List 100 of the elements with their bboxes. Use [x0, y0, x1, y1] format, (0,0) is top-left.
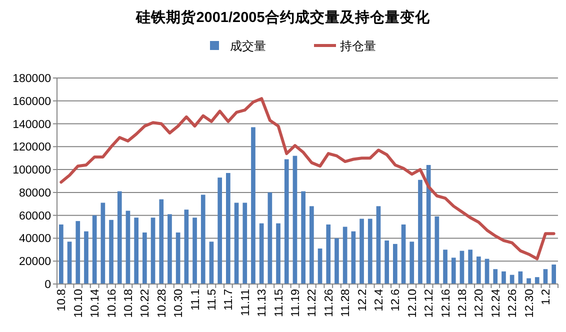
- x-tick-label: 11.15: [273, 289, 286, 317]
- bar: [443, 250, 448, 284]
- bar: [418, 180, 422, 284]
- bar: [159, 199, 164, 284]
- bar: [176, 232, 180, 284]
- bar: [168, 214, 172, 284]
- x-tick-label: 12.20: [474, 289, 486, 318]
- bar: [200, 194, 206, 284]
- bar: [184, 210, 189, 284]
- bar: [218, 178, 222, 284]
- chart-title: 硅铁期货2001/2005合约成交量及持仓量变化: [135, 8, 431, 26]
- bar: [134, 218, 138, 284]
- x-tick-label: 12.4: [373, 288, 386, 312]
- x-tick-label: 11.5: [206, 289, 218, 311]
- x-tick-label: 12.10: [406, 289, 419, 318]
- bar: [360, 218, 364, 284]
- bar: [59, 224, 64, 284]
- y-tick-label: 20000: [19, 256, 51, 268]
- x-tick-label: 12.2: [356, 289, 369, 312]
- bar: [109, 220, 114, 284]
- bar: [142, 232, 147, 284]
- x-tick-label: 1.2: [540, 289, 552, 305]
- bar: [234, 202, 239, 284]
- bar: [543, 269, 548, 284]
- x-tick-label: 11.1: [190, 289, 202, 311]
- bar: [376, 206, 381, 284]
- y-tick-label: 0: [44, 279, 51, 291]
- y-tick-label: 80000: [19, 187, 51, 200]
- x-tick-label: 10.30: [173, 289, 186, 318]
- bar: [259, 223, 264, 284]
- x-tick-label: 12.26: [507, 289, 520, 318]
- y-tick-label: 60000: [19, 210, 51, 222]
- y-tick-label: 40000: [19, 233, 51, 246]
- x-tick-label: 12.16: [440, 289, 452, 318]
- bar: [552, 264, 556, 284]
- bar: [251, 127, 256, 284]
- y-tick-label: 140000: [12, 118, 51, 131]
- bar: [401, 224, 406, 284]
- bar: [209, 242, 214, 284]
- bar: [468, 250, 472, 284]
- bar: [84, 231, 88, 284]
- legend-label: 持仓量: [340, 39, 376, 53]
- bar: [476, 256, 481, 284]
- legend-label: 成交量: [230, 39, 266, 53]
- bar: [192, 218, 197, 284]
- x-tick-label: 11.11: [240, 289, 252, 316]
- y-tick-label: 180000: [12, 73, 51, 85]
- bar: [100, 202, 106, 284]
- bar: [92, 215, 97, 284]
- bar: [384, 240, 389, 284]
- bar: [284, 159, 289, 284]
- bar: [242, 202, 248, 284]
- line-series: [60, 97, 556, 260]
- x-tick-label: 12.6: [390, 289, 402, 312]
- x-tick-label: 12.18: [456, 289, 469, 318]
- bar: [484, 258, 490, 284]
- x-tick-label: 10.28: [156, 289, 168, 318]
- bar: [67, 242, 72, 284]
- x-tick-label: 10.22: [140, 289, 152, 318]
- x-tick-label: 11.28: [340, 289, 352, 317]
- bar: [268, 192, 272, 284]
- x-tick-label: 11.13: [256, 289, 269, 317]
- bar: [334, 238, 339, 284]
- bar: [368, 218, 372, 284]
- bar: [434, 216, 440, 284]
- x-tick-label: 10.8: [56, 289, 68, 312]
- bar: [502, 271, 506, 284]
- bar: [76, 221, 80, 284]
- bar: [226, 172, 230, 284]
- y-tick-label: 160000: [12, 96, 51, 108]
- bar: [326, 224, 331, 284]
- bar: [310, 206, 314, 284]
- y-tick-label: 100000: [12, 164, 51, 177]
- bar: [126, 210, 130, 284]
- bar: [301, 191, 306, 284]
- bar: [318, 248, 322, 284]
- x-tick-label: 10.10: [72, 289, 85, 318]
- bar: [493, 269, 498, 284]
- x-tick-label: 10.14: [90, 288, 102, 318]
- x-tick-label: 12.30: [524, 289, 536, 318]
- x-tick-label: 11.22: [306, 289, 319, 317]
- bar: [534, 277, 540, 284]
- bar: [393, 244, 398, 284]
- x-tick-label: 11.19: [290, 289, 302, 317]
- bar: [526, 278, 531, 284]
- x-tick-label: 12.12: [424, 289, 436, 318]
- x-tick-label: 11.7: [223, 289, 236, 311]
- bar: [117, 191, 122, 284]
- y-tick-label: 120000: [12, 142, 51, 154]
- bar: [276, 223, 280, 284]
- x-tick-label: 12.24: [490, 288, 502, 318]
- x-tick-label: 10.18: [122, 289, 135, 318]
- bar: [150, 218, 156, 284]
- bar: [292, 156, 298, 284]
- bar: [451, 258, 456, 284]
- bar: [351, 231, 356, 284]
- x-tick-label: 11.26: [323, 289, 336, 317]
- bar: [410, 242, 414, 284]
- bar: [460, 250, 464, 284]
- x-tick-label: 10.16: [106, 289, 118, 318]
